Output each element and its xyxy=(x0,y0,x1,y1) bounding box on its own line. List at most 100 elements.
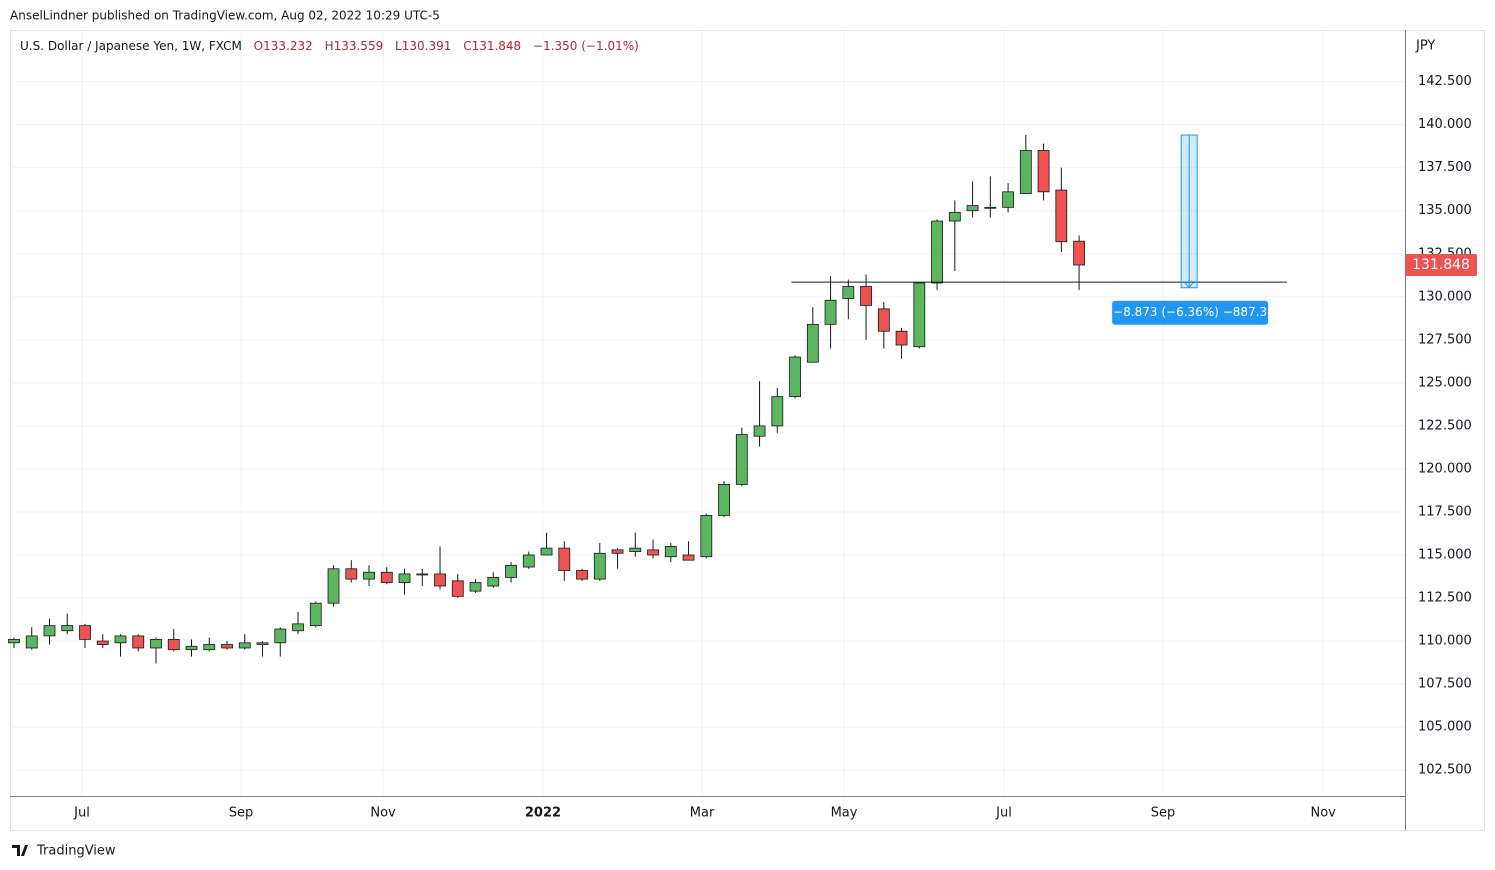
candle-body xyxy=(966,205,979,212)
candle-body xyxy=(984,206,997,209)
candle-body xyxy=(522,554,535,568)
candle-body xyxy=(309,602,322,626)
high-label: H133.559 xyxy=(325,39,384,53)
chart-frame xyxy=(10,30,1485,831)
measure-label: −8.873 (−6.36%) −887.3 xyxy=(1113,305,1267,319)
x-tick-label: Nov xyxy=(370,806,396,821)
symbol: U.S. Dollar / Japanese Yen, 1W, FXCM xyxy=(20,39,242,53)
y-tick-label: 137.500 xyxy=(1418,160,1472,175)
candle-body xyxy=(167,638,180,651)
candle-body xyxy=(842,286,855,299)
candle-body xyxy=(895,330,908,346)
low-label: L130.391 xyxy=(395,39,451,53)
y-tick-label: 115.000 xyxy=(1418,548,1472,563)
candle-body xyxy=(114,635,127,644)
candle-body xyxy=(238,642,251,649)
candle-body xyxy=(629,547,642,552)
candle-body xyxy=(79,625,91,640)
candle-body xyxy=(434,573,446,587)
y-tick-label: 110.000 xyxy=(1418,634,1472,649)
candle-body xyxy=(718,484,730,516)
candle-body xyxy=(292,623,304,632)
candle-body xyxy=(43,625,56,637)
candle-body xyxy=(771,396,784,427)
candle-body xyxy=(25,635,38,649)
close-label: C131.848 xyxy=(463,39,521,53)
candle-body xyxy=(576,570,588,580)
candle-body xyxy=(1019,150,1032,194)
y-tick-label: 102.500 xyxy=(1418,763,1472,778)
candle-body xyxy=(931,220,943,284)
x-tick-label: Jul xyxy=(995,806,1012,821)
candle-body xyxy=(185,645,198,651)
open-label: O133.232 xyxy=(254,39,313,53)
y-tick-label: 117.500 xyxy=(1418,504,1472,519)
candle-body xyxy=(487,576,500,587)
last-price-label: 131.848 xyxy=(1412,257,1470,273)
candle-body xyxy=(806,323,819,363)
y-tick-label: 105.000 xyxy=(1418,720,1472,735)
x-tick-label: May xyxy=(831,806,858,821)
y-tick-label: 125.000 xyxy=(1418,375,1472,390)
y-tick-label: 112.500 xyxy=(1418,591,1472,606)
logo: TradingView xyxy=(12,844,116,859)
candle-body xyxy=(327,568,340,604)
candle-body xyxy=(789,356,801,398)
x-tick-label: Mar xyxy=(690,806,715,821)
y-axis-label: JPY xyxy=(1415,39,1435,54)
candle-body xyxy=(913,282,926,348)
candle-body xyxy=(274,628,287,644)
x-tick-label: Sep xyxy=(229,806,254,821)
candle-body xyxy=(682,554,695,561)
y-tick-label: 122.500 xyxy=(1418,418,1472,433)
measure-label-bg xyxy=(1112,300,1269,325)
candle-body xyxy=(256,642,269,645)
candle-body xyxy=(700,515,713,558)
grid xyxy=(10,30,1405,796)
candle-body xyxy=(469,582,482,592)
chart-title: U.S. Dollar / Japanese Yen, 1W, FXCM O13… xyxy=(20,39,639,53)
candle-body xyxy=(505,564,517,578)
candle-body xyxy=(132,635,145,649)
y-tick-label: 140.000 xyxy=(1418,117,1472,132)
candle-body xyxy=(1037,150,1050,193)
change-label: −1.350 (−1.01%) xyxy=(533,39,639,53)
candle-body xyxy=(593,552,606,580)
candle-body xyxy=(558,547,571,571)
y-tick-label: 142.500 xyxy=(1418,74,1472,89)
candle-body xyxy=(664,546,677,558)
candle-body xyxy=(416,573,429,576)
candle-body xyxy=(753,425,766,437)
candle-body xyxy=(877,308,890,332)
candle-body xyxy=(948,212,961,222)
candle-body xyxy=(150,638,162,649)
x-tick-label: Sep xyxy=(1151,806,1176,821)
candle-body xyxy=(380,571,393,583)
y-tick-label: 107.500 xyxy=(1418,677,1472,692)
measure-arrowhead xyxy=(1184,282,1194,289)
y-tick-label: 135.000 xyxy=(1418,203,1472,218)
logo-icon xyxy=(12,845,28,856)
footer-brand: TradingView xyxy=(36,844,116,859)
candle-body xyxy=(451,580,464,597)
y-tick-label: 120.000 xyxy=(1418,461,1472,476)
candle-body xyxy=(96,640,109,645)
candle-body xyxy=(203,644,216,651)
y-tick-label: 127.500 xyxy=(1418,332,1472,347)
candle-body xyxy=(824,299,837,325)
x-tick-label: Jul xyxy=(73,806,90,821)
candle-body xyxy=(1055,189,1068,243)
candle-body xyxy=(647,549,659,556)
candle-body xyxy=(221,644,233,649)
candle-body xyxy=(8,638,20,644)
candle-body xyxy=(540,547,553,556)
candle-body xyxy=(363,571,375,580)
y-tick-label: 130.000 xyxy=(1418,289,1472,304)
candle-body xyxy=(735,434,748,485)
candle-body xyxy=(398,573,411,583)
candle-body xyxy=(61,625,74,632)
x-tick-label: Nov xyxy=(1310,806,1336,821)
x-tick-label: 2022 xyxy=(525,806,561,821)
